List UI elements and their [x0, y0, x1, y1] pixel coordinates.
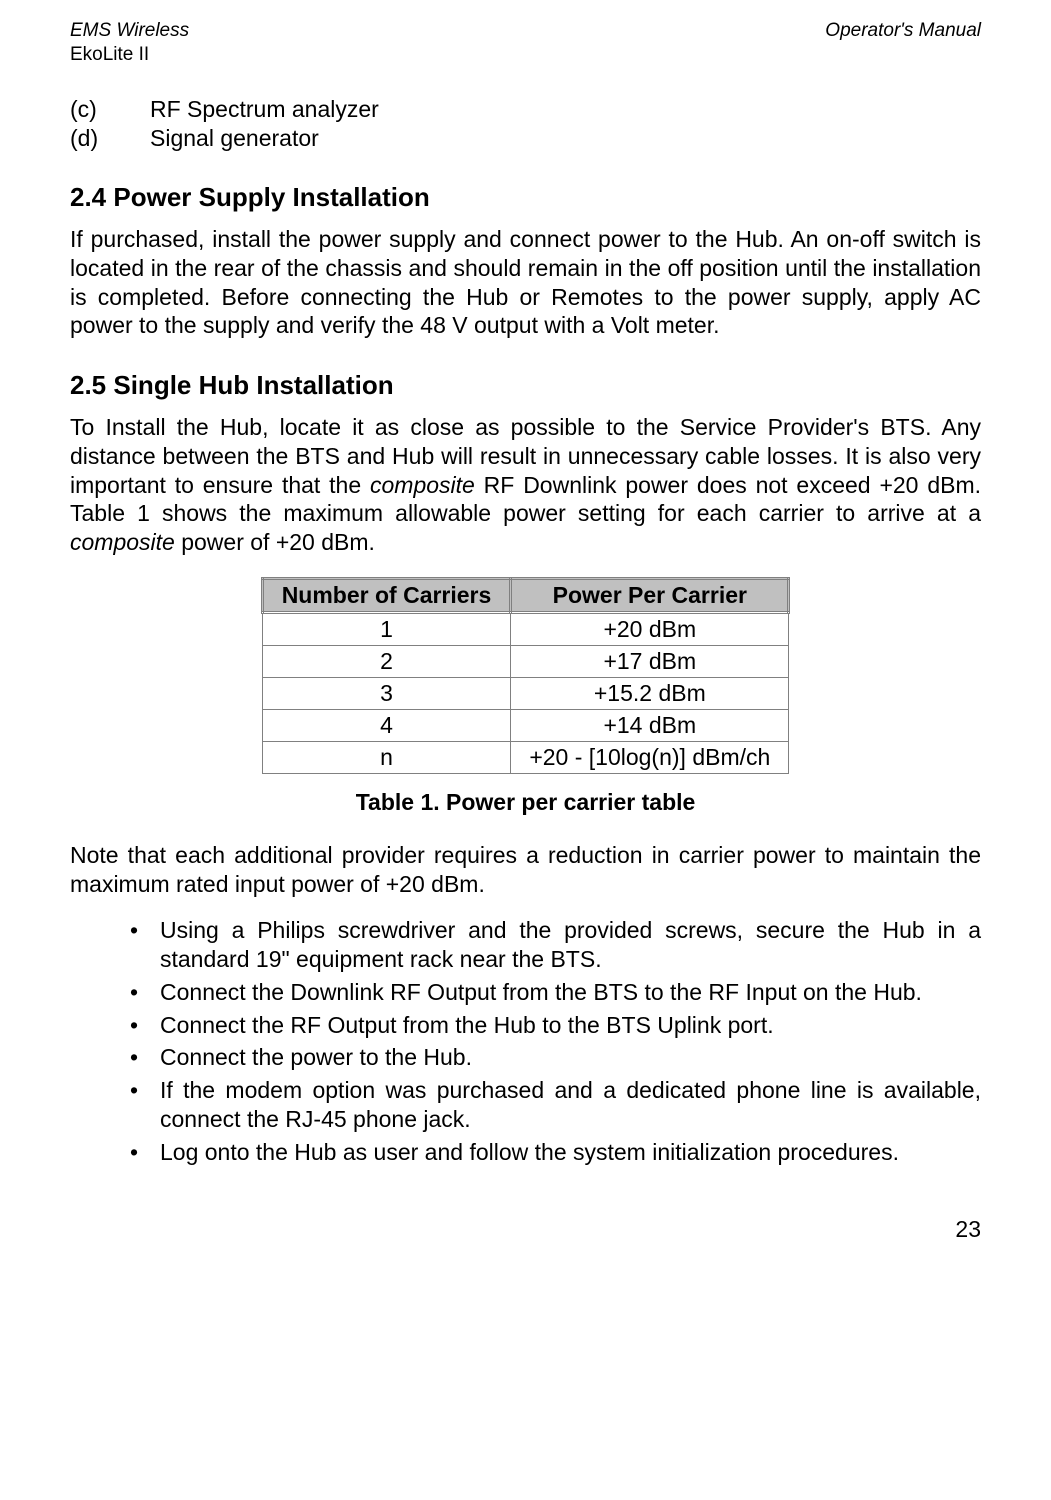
bullet-item: • If the modem option was purchased and … — [130, 1076, 981, 1134]
table-cell: 4 — [262, 709, 511, 741]
table-cell: 3 — [262, 677, 511, 709]
body-italic: composite — [70, 529, 175, 555]
section-24-body: If purchased, install the power supply a… — [70, 225, 981, 340]
table-header: Number of Carriers — [262, 578, 511, 612]
header-left-line2: EkoLite II — [70, 44, 981, 66]
table-row: 1 +20 dBm — [262, 612, 789, 645]
list-text: RF Spectrum analyzer — [150, 96, 379, 123]
note-text: Note that each additional provider requi… — [70, 841, 981, 899]
table-cell: 2 — [262, 645, 511, 677]
table-cell: +14 dBm — [511, 709, 789, 741]
bullet-text: Connect the power to the Hub. — [160, 1043, 981, 1072]
list-marker: (c) — [70, 96, 150, 123]
body-text-span: power of +20 dBm. — [175, 529, 375, 555]
bullet-item: • Log onto the Hub as user and follow th… — [130, 1138, 981, 1167]
page-header: EMS Wireless Operator's Manual — [70, 20, 981, 42]
table-row: 3 +15.2 dBm — [262, 677, 789, 709]
section-heading-24: 2.4 Power Supply Installation — [70, 182, 981, 213]
section-25-body: To Install the Hub, locate it as close a… — [70, 413, 981, 557]
section-heading-25: 2.5 Single Hub Installation — [70, 370, 981, 401]
lettered-list: (c) RF Spectrum analyzer (d) Signal gene… — [70, 96, 981, 152]
bullet-item: • Connect the Downlink RF Output from th… — [130, 978, 981, 1007]
list-text: Signal generator — [150, 125, 319, 152]
table-cell: +20 dBm — [511, 612, 789, 645]
table-row: n +20 - [10log(n)] dBm/ch — [262, 741, 789, 773]
table-row: 2 +17 dBm — [262, 645, 789, 677]
bullet-icon: • — [130, 1076, 160, 1134]
table-cell: +15.2 dBm — [511, 677, 789, 709]
table-cell: n — [262, 741, 511, 773]
list-marker: (d) — [70, 125, 150, 152]
bullet-text: Using a Philips screwdriver and the prov… — [160, 916, 981, 974]
bullet-item: • Connect the RF Output from the Hub to … — [130, 1011, 981, 1040]
header-right: Operator's Manual — [825, 20, 981, 42]
table-header-row: Number of Carriers Power Per Carrier — [262, 578, 789, 612]
header-left: EMS Wireless — [70, 20, 189, 42]
bullet-icon: • — [130, 1011, 160, 1040]
table-cell: +17 dBm — [511, 645, 789, 677]
power-carrier-table: Number of Carriers Power Per Carrier 1 +… — [261, 577, 791, 774]
list-item: (c) RF Spectrum analyzer — [70, 96, 981, 123]
bullet-icon: • — [130, 916, 160, 974]
list-item: (d) Signal generator — [70, 125, 981, 152]
bullet-icon: • — [130, 1138, 160, 1167]
bullet-icon: • — [130, 1043, 160, 1072]
table-caption: Table 1. Power per carrier table — [70, 789, 981, 816]
table-header: Power Per Carrier — [511, 578, 789, 612]
table-cell: 1 — [262, 612, 511, 645]
table-row: 4 +14 dBm — [262, 709, 789, 741]
bullet-text: If the modem option was purchased and a … — [160, 1076, 981, 1134]
bullet-icon: • — [130, 978, 160, 1007]
bullet-text: Connect the RF Output from the Hub to th… — [160, 1011, 981, 1040]
bullet-item: • Using a Philips screwdriver and the pr… — [130, 916, 981, 974]
bullet-text: Connect the Downlink RF Output from the … — [160, 978, 981, 1007]
bullet-item: • Connect the power to the Hub. — [130, 1043, 981, 1072]
body-italic: composite — [370, 472, 475, 498]
table-cell: +20 - [10log(n)] dBm/ch — [511, 741, 789, 773]
bullet-text: Log onto the Hub as user and follow the … — [160, 1138, 981, 1167]
page-number: 23 — [70, 1216, 981, 1243]
bullet-list: • Using a Philips screwdriver and the pr… — [130, 916, 981, 1166]
